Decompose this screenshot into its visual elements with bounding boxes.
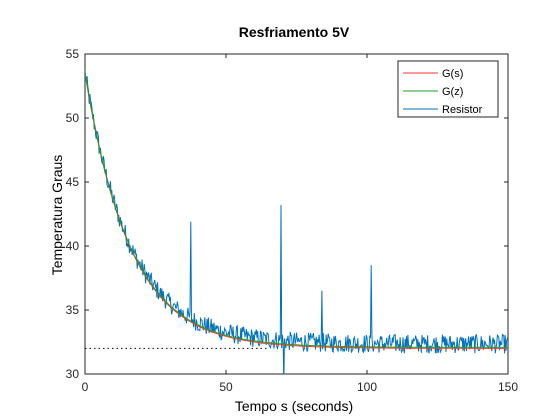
x-tick-label: 50 — [219, 380, 233, 394]
legend-label: Resistor — [442, 104, 483, 116]
x-tick-label: 150 — [498, 380, 518, 394]
y-axis-label: Temperatura Graus — [49, 155, 65, 276]
series-line-resistor — [85, 70, 508, 374]
y-tick-label: 55 — [66, 47, 80, 61]
axes-box — [84, 53, 509, 375]
legend: G(s) G(z) Resistor — [397, 60, 499, 118]
legend-label: G(s) — [442, 68, 463, 80]
x-tick-label: 100 — [357, 380, 377, 394]
y-tick-label: 40 — [66, 239, 80, 253]
series-group — [85, 70, 508, 374]
y-tick-label: 30 — [66, 367, 80, 381]
x-tick-label: 0 — [82, 380, 89, 394]
y-tick-label: 35 — [66, 303, 80, 317]
chart-title: Resfriamento 5V — [239, 24, 350, 40]
x-axis-label: Tempo s (seconds) — [235, 398, 353, 414]
plot-area: 0 50 100 150 30 35 40 45 50 55 — [66, 47, 519, 394]
legend-label: G(z) — [442, 86, 463, 98]
legend-box — [397, 60, 499, 118]
series-line-g-s — [85, 73, 508, 349]
y-tick-label: 50 — [66, 111, 80, 125]
y-tick-label: 45 — [66, 175, 80, 189]
series-line-g-z — [85, 72, 508, 348]
